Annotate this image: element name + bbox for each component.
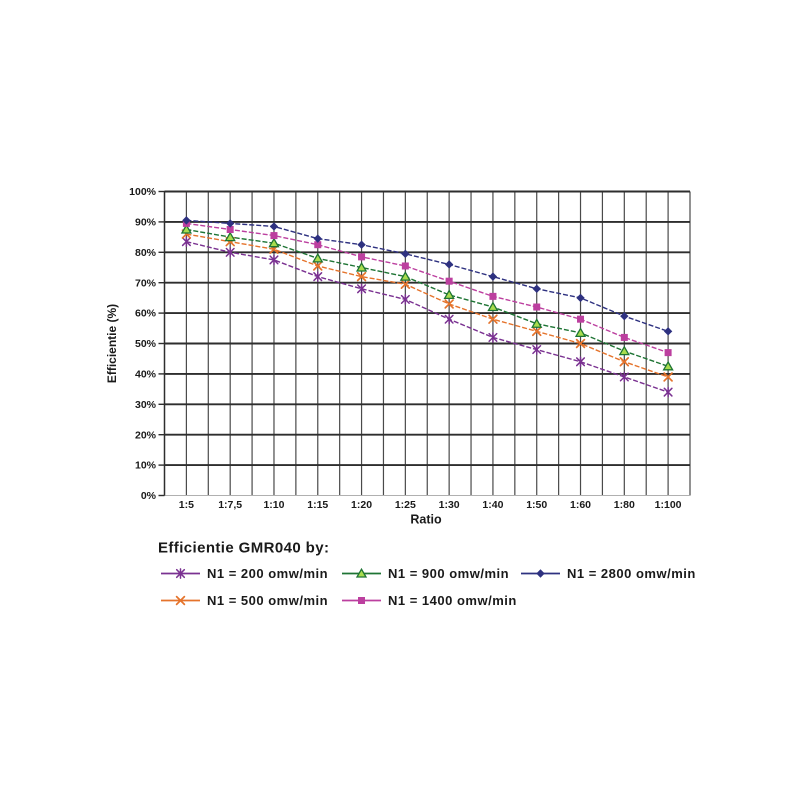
marker-triangle [180,223,193,234]
x-tick-label: 1:60 [570,499,591,511]
marker-x [531,326,542,337]
marker-triangle [662,360,674,371]
marker-diamond [357,240,366,249]
x-tick-label: 1:25 [395,499,416,511]
marker-x [356,271,367,282]
x-tick-label: 1:30 [439,499,460,511]
marker-triangle [574,327,587,338]
marker-triangle [355,567,368,578]
marker-diamond [620,311,629,321]
x-tick-label: 1:40 [482,499,503,511]
x-tick-label: 1:7,5 [218,499,242,511]
legend-label: N1 = 2800 omw/min [567,566,696,581]
marker-x [663,372,673,382]
marker-star [663,386,673,398]
marker-triangle [487,301,499,312]
marker-x [444,299,454,309]
legend-label: N1 = 900 omw/min [388,566,509,581]
marker-triangle [355,261,368,272]
marker-triangle [312,252,324,263]
marker-x [488,314,498,324]
series-line [186,233,669,378]
x-tick-label: 1:20 [351,499,372,511]
marker-star [357,283,367,295]
marker-x [575,338,586,349]
marker-star [313,271,323,282]
x-axis-title: Ratio [410,513,442,527]
marker-diamond [663,327,673,336]
series-line [186,222,669,354]
legend-label: N1 = 500 omw/min [207,593,328,608]
y-tick-label: 100% [129,186,157,198]
marker-diamond [532,284,541,293]
marker-square [226,226,234,233]
y-tick-label: 80% [135,247,157,259]
marker-diamond [444,260,454,269]
marker-diamond [182,216,191,225]
marker-star [619,371,629,383]
x-tick-label: 1:15 [307,499,328,511]
x-tick-label: 1:80 [614,499,635,511]
marker-triangle [268,237,280,248]
y-tick-label: 60% [135,308,157,320]
y-tick-label: 40% [135,369,157,381]
y-tick-label: 90% [135,217,157,229]
y-tick-label: 70% [135,277,157,289]
legend-label: N1 = 200 omw/min [207,566,328,581]
marker-triangle [531,318,543,328]
legend-title: Efficientie GMR040 by: [158,540,329,557]
marker-diamond [269,222,279,231]
marker-star [532,344,542,355]
marker-star [225,246,235,258]
marker-star [181,236,191,248]
legend-label: N1 = 1400 omw/min [388,593,517,608]
x-tick-label: 1:100 [655,499,682,511]
marker-diamond [488,272,498,281]
marker-square [620,333,628,341]
marker-x [619,356,630,367]
x-tick-label: 1:5 [179,499,194,511]
marker-triangle [618,345,630,356]
y-tick-label: 30% [135,399,157,411]
marker-triangle [224,231,236,242]
series-line [186,240,669,393]
marker-square [533,303,541,311]
y-tick-label: 50% [135,338,157,350]
marker-square [314,241,322,249]
marker-square [664,349,672,357]
marker-diamond [401,249,410,259]
marker-star [444,313,454,325]
y-tick-label: 10% [135,460,157,472]
marker-diamond [536,569,545,578]
marker-square [445,277,453,285]
series-line [186,228,669,367]
marker-diamond [576,293,585,303]
x-tick-label: 1:50 [526,499,547,511]
marker-x [400,279,411,289]
marker-star [575,356,586,368]
series-line [186,219,669,333]
marker-star [400,294,410,305]
y-axis-title: Efficientie (%) [105,304,119,383]
marker-square [270,232,278,240]
y-tick-label: 0% [141,490,157,502]
y-tick-label: 20% [135,429,157,441]
marker-star [488,332,498,343]
marker-square [577,315,585,323]
x-tick-label: 1:10 [263,499,284,511]
marker-triangle [399,271,411,281]
marker-square [401,262,409,270]
marker-diamond [225,219,235,228]
marker-diamond [313,234,322,243]
marker-square [358,597,365,604]
marker-x [313,261,323,271]
marker-square [489,292,497,300]
marker-star [269,254,279,266]
marker-star [175,568,186,579]
marker-x [175,595,186,606]
marker-triangle [443,289,455,300]
marker-square [358,253,366,261]
